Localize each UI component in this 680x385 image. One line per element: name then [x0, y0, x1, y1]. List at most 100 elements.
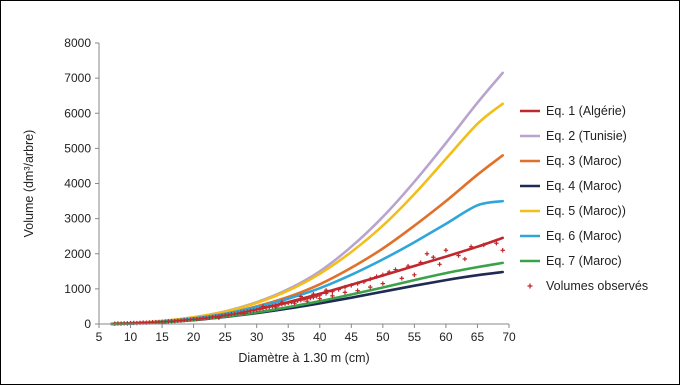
x-tick-label: 25	[218, 330, 232, 344]
observed-point	[267, 304, 272, 310]
legend-item: Eq. 7 (Maroc)	[520, 254, 622, 268]
x-tick-label: 20	[187, 330, 201, 344]
observed-point	[238, 310, 244, 315]
observed-point	[330, 289, 335, 294]
y-tick-label: 3000	[64, 212, 91, 226]
observed-point	[431, 255, 436, 260]
observed-point	[276, 302, 281, 308]
legend-label: Eq. 4 (Maroc)	[546, 179, 622, 193]
observed-point	[311, 291, 316, 297]
legend-label: Eq. 2 (Tunisie)	[546, 129, 627, 143]
observed-points-layer	[112, 241, 505, 326]
observed-point	[301, 297, 307, 302]
legend-label: Eq. 6 (Maroc)	[546, 229, 622, 243]
observed-point	[295, 298, 300, 304]
legend-label: Eq. 3 (Maroc)	[546, 154, 622, 168]
y-tick-label: 2000	[64, 247, 91, 261]
observed-point	[207, 315, 212, 320]
observed-point	[386, 269, 392, 275]
observed-point	[437, 262, 442, 267]
legend-item: Eq. 5 (Maroc))	[520, 204, 626, 218]
legend-swatch-observed	[527, 283, 533, 289]
x-tick-label: 55	[408, 330, 422, 344]
x-tick-label: 50	[376, 330, 390, 344]
observed-point	[481, 242, 486, 248]
x-tick-label: 60	[439, 330, 453, 344]
observed-point	[286, 300, 291, 306]
x-tick-label: 70	[502, 330, 516, 344]
y-tick-label: 6000	[64, 106, 91, 120]
x-tick-label: 30	[250, 330, 264, 344]
x-tick-label: 15	[155, 330, 169, 344]
observed-point	[304, 298, 310, 304]
observed-point	[418, 260, 423, 265]
observed-point	[273, 304, 278, 310]
observed-point	[270, 304, 275, 309]
legend-item: Eq. 2 (Tunisie)	[520, 129, 627, 143]
observed-point	[456, 253, 461, 258]
observed-point	[462, 256, 468, 262]
y-ticks: 0 1000 2000 3000 4000 5000 6000 7000 8000	[64, 36, 99, 331]
observed-point	[251, 308, 256, 313]
observed-point	[468, 244, 474, 249]
x-tick-label: 5	[96, 330, 103, 344]
observed-point	[279, 300, 285, 305]
observed-point	[500, 248, 505, 253]
observed-point	[424, 251, 430, 256]
y-axis-label: Volume (dm³/arbre)	[22, 130, 36, 238]
legend: Eq. 1 (Algérie) Eq. 2 (Tunisie) Eq. 3 (Mar…	[520, 104, 648, 293]
legend-item: Eq. 6 (Maroc)	[520, 229, 622, 243]
series-line-2	[110, 71, 504, 326]
observed-point	[368, 284, 373, 290]
observed-point	[380, 281, 386, 286]
observed-point	[282, 301, 288, 306]
observed-point	[342, 284, 348, 290]
y-tick-label: 5000	[64, 141, 91, 155]
observed-point	[257, 307, 263, 312]
y-tick-label: 8000	[64, 36, 91, 50]
observed-point	[226, 312, 231, 318]
observed-point	[317, 296, 322, 301]
observed-point	[235, 311, 240, 316]
x-tick-label: 45	[345, 330, 359, 344]
observed-point	[254, 307, 259, 313]
legend-label: Eq. 7 (Maroc)	[546, 254, 622, 268]
y-tick-label: 4000	[64, 177, 91, 191]
observed-point	[412, 272, 417, 278]
observed-point	[355, 288, 360, 293]
legend-item: Eq. 1 (Algérie)	[520, 104, 626, 118]
observed-point	[241, 311, 247, 316]
observed-point	[330, 293, 335, 299]
observed-point	[349, 283, 354, 288]
legend-item: Eq. 3 (Maroc)	[520, 154, 622, 168]
y-tick-label: 7000	[64, 71, 91, 85]
curves-layer	[110, 71, 504, 326]
x-tick-label: 40	[313, 330, 327, 344]
x-tick-label: 65	[471, 330, 485, 344]
x-tick-label: 35	[282, 330, 296, 344]
observed-point	[380, 272, 386, 278]
observed-point	[368, 276, 373, 282]
x-tick-label: 10	[124, 330, 138, 344]
observed-point	[289, 300, 294, 305]
observed-point	[263, 305, 269, 311]
observed-point	[308, 295, 313, 301]
observed-point	[292, 301, 297, 306]
observed-point	[355, 281, 360, 286]
legend-item: Eq. 4 (Maroc)	[520, 179, 622, 193]
observed-point	[443, 248, 449, 253]
observed-point	[314, 294, 319, 299]
observed-point	[399, 276, 404, 281]
observed-point	[494, 241, 499, 246]
legend-label: Eq. 1 (Algérie)	[546, 104, 626, 118]
observed-point	[361, 279, 367, 285]
observed-point	[374, 274, 379, 279]
observed-point	[405, 263, 411, 269]
observed-point	[298, 294, 304, 299]
observed-point	[245, 309, 250, 314]
axes: 5 10 15 20 25 30 35 40 45 50 55 60 65 70 0 1000 2000 300…	[64, 36, 516, 344]
observed-point	[260, 304, 266, 309]
legend-label: Eq. 5 (Maroc))	[546, 204, 626, 218]
